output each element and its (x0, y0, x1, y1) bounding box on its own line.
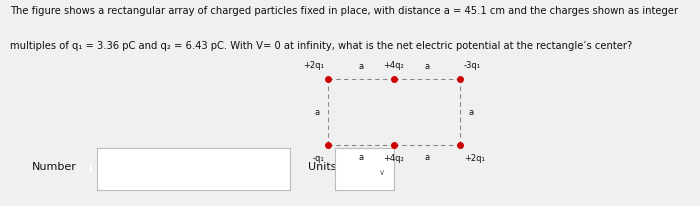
Text: a: a (468, 108, 474, 117)
Text: -q₁: -q₁ (312, 154, 324, 163)
Text: a: a (425, 153, 430, 162)
Text: ∨: ∨ (379, 168, 385, 177)
Text: a: a (314, 108, 320, 117)
Text: The figure shows a rectangular array of charged particles fixed in place, with d: The figure shows a rectangular array of … (10, 6, 678, 16)
Text: Number: Number (32, 162, 76, 172)
Text: +2q₁: +2q₁ (464, 154, 484, 163)
Text: a: a (358, 62, 363, 71)
Text: i: i (88, 164, 91, 174)
Text: -3q₁: -3q₁ (464, 61, 481, 70)
Text: multiples of q₁ = 3.36 pC and q₂ = 6.43 pC. With V= 0 at infinity, what is the n: multiples of q₁ = 3.36 pC and q₂ = 6.43 … (10, 41, 633, 51)
Text: Units: Units (308, 162, 337, 172)
Text: a: a (358, 153, 363, 162)
Text: +2q₁: +2q₁ (303, 61, 324, 70)
Text: +4q₂: +4q₂ (384, 61, 405, 70)
Text: a: a (425, 62, 430, 71)
Text: +4q₂: +4q₂ (384, 154, 405, 163)
